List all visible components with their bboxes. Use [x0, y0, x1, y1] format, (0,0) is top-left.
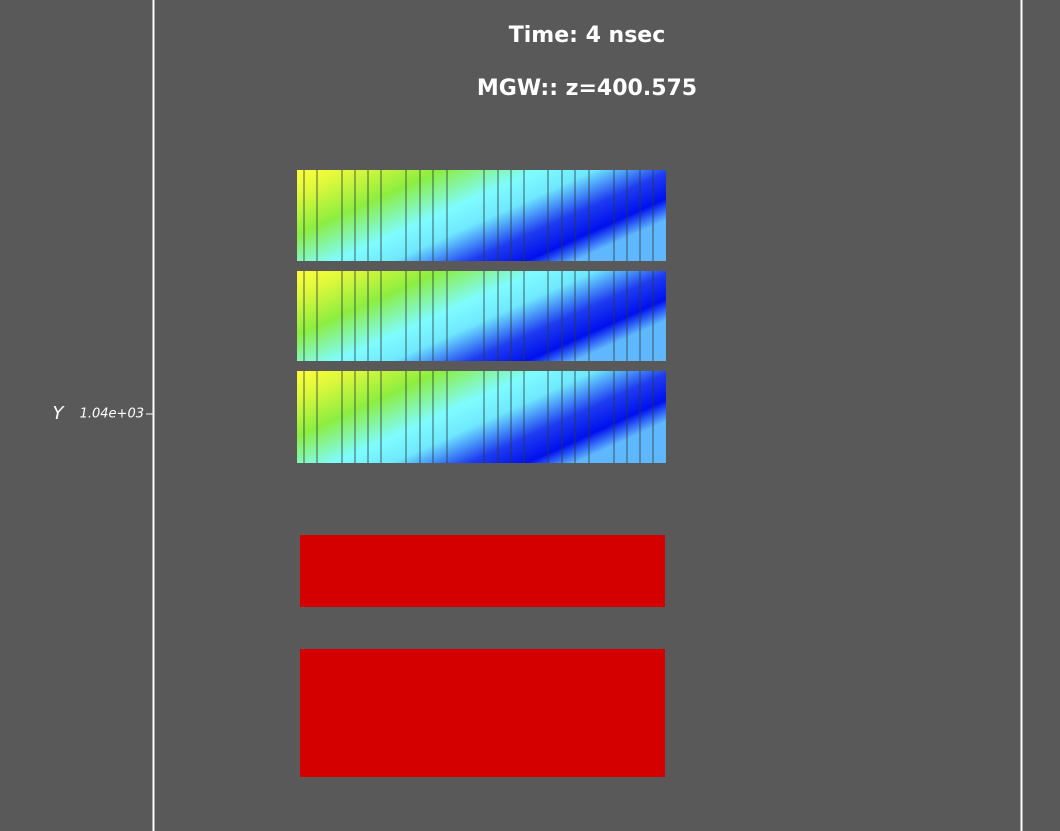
field-block: [297, 271, 666, 361]
red-block: [300, 649, 665, 777]
field-block: [297, 371, 666, 463]
field-block: [297, 170, 666, 261]
y-axis-label: Y: [53, 403, 66, 424]
y-tick-label: 1.04e+03: [80, 407, 144, 422]
title: Time: 4 nsec: [509, 23, 666, 48]
field-blocks: [297, 170, 666, 463]
red-block: [300, 535, 665, 607]
subtitle: MGW:: z=400.575: [477, 76, 697, 101]
